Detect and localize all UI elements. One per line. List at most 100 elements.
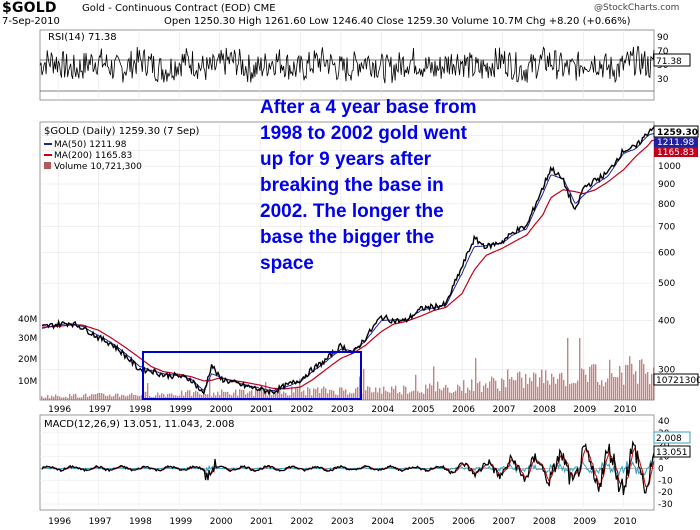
volume-tick-label: 40M bbox=[18, 315, 37, 325]
volume-bar bbox=[173, 395, 175, 400]
volume-bar bbox=[51, 395, 53, 400]
volume-bar bbox=[129, 394, 131, 400]
volume-bar bbox=[97, 393, 99, 400]
legend-ma50: MA(50) 1211.98 bbox=[54, 140, 127, 150]
volume-bar bbox=[425, 384, 427, 400]
volume-bar bbox=[617, 377, 619, 400]
volume-bar bbox=[587, 382, 589, 400]
volume-bar bbox=[93, 394, 95, 400]
volume-bar bbox=[621, 372, 623, 400]
volume-bar bbox=[261, 388, 263, 400]
volume-bar bbox=[187, 390, 189, 400]
macd-year-label: 2008 bbox=[533, 517, 556, 527]
volume-bar bbox=[299, 378, 301, 400]
year-tick-label: 1998 bbox=[129, 405, 152, 415]
volume-bar bbox=[171, 393, 173, 400]
rsi-panel: 30507090 RSI(14) 71.38 71.38 bbox=[39, 29, 691, 101]
volume-bar bbox=[263, 389, 265, 400]
year-tick-label: 2002 bbox=[291, 405, 314, 415]
volume-bar bbox=[531, 381, 533, 400]
volume-bar bbox=[87, 396, 89, 400]
volume-bar bbox=[631, 363, 633, 400]
price-tick-label: 1000 bbox=[658, 162, 681, 172]
volume-bar bbox=[411, 391, 413, 400]
volume-bar bbox=[43, 397, 45, 400]
volume-bar bbox=[451, 393, 453, 400]
volume-bar bbox=[327, 393, 329, 400]
macd-year-label: 2000 bbox=[210, 517, 233, 527]
volume-bar bbox=[317, 387, 319, 400]
volume-bar bbox=[49, 398, 51, 400]
macd-panel-frame bbox=[39, 414, 655, 511]
volume-bar bbox=[223, 391, 225, 400]
volume-bar bbox=[479, 381, 481, 400]
volume-bar bbox=[285, 392, 287, 400]
volume-bar bbox=[63, 397, 65, 400]
volume-bar bbox=[103, 393, 105, 400]
volume-bar bbox=[295, 387, 297, 400]
year-tick-label: 2000 bbox=[210, 405, 233, 415]
volume-bar bbox=[493, 378, 495, 400]
volume-bar bbox=[293, 392, 295, 400]
volume-bar bbox=[423, 393, 425, 400]
volume-bar bbox=[533, 372, 535, 400]
macd-hist-last-label: 2.008 bbox=[656, 434, 682, 444]
volume-bar bbox=[145, 391, 147, 400]
volume-bar bbox=[203, 390, 205, 400]
volume-bar bbox=[65, 396, 67, 400]
volume-bar bbox=[417, 391, 419, 400]
volume-bar bbox=[477, 383, 479, 400]
volume-bar bbox=[545, 370, 547, 400]
volume-bar bbox=[323, 386, 325, 400]
volume-bar bbox=[135, 394, 137, 400]
volume-bar bbox=[343, 390, 345, 400]
volume-bar bbox=[445, 384, 447, 400]
volume-bar bbox=[559, 373, 561, 400]
volume-bar bbox=[177, 395, 179, 400]
volume-bar bbox=[67, 397, 69, 400]
volume-bar bbox=[499, 391, 501, 400]
volume-bar bbox=[305, 395, 307, 400]
volume-bar bbox=[161, 393, 163, 400]
volume-bar bbox=[259, 388, 261, 400]
rsi-tick-label: 30 bbox=[657, 75, 669, 85]
volume-bar bbox=[629, 356, 631, 400]
volume-bar bbox=[225, 391, 227, 400]
volume-bar bbox=[603, 386, 605, 400]
macd-panel: -30-20-10010203040 199619971998199920002… bbox=[39, 414, 691, 527]
volume-bar bbox=[353, 393, 355, 400]
macd-year-label: 2009 bbox=[573, 517, 596, 527]
volume-bar bbox=[405, 386, 407, 400]
volume-bar bbox=[567, 338, 569, 400]
volume-bar bbox=[113, 395, 115, 400]
volume-bar bbox=[465, 392, 467, 400]
volume-bar bbox=[163, 393, 165, 400]
volume-bar bbox=[45, 397, 47, 400]
volume-bar bbox=[251, 390, 253, 400]
volume-bar bbox=[125, 396, 127, 400]
volume-bar bbox=[461, 390, 463, 400]
volume-bar bbox=[269, 388, 271, 400]
macd-last-label: 13.051 bbox=[656, 448, 688, 458]
volume-bar bbox=[409, 392, 411, 400]
volume-bar bbox=[395, 385, 397, 400]
price-tick-label: 700 bbox=[658, 222, 675, 232]
volume-bar bbox=[123, 395, 125, 400]
volume-bar bbox=[283, 391, 285, 400]
volume-bar bbox=[329, 389, 331, 400]
volume-bar bbox=[247, 392, 249, 400]
volume-bar bbox=[473, 391, 475, 400]
volume-bar bbox=[209, 378, 211, 400]
volume-bar bbox=[191, 395, 193, 400]
volume-bar bbox=[345, 389, 347, 400]
volume-bar bbox=[639, 360, 641, 400]
volume-bar bbox=[155, 395, 157, 400]
volume-bar bbox=[403, 385, 405, 400]
year-tick-label: 1997 bbox=[89, 405, 112, 415]
volume-bar bbox=[381, 393, 383, 400]
volume-bar bbox=[199, 394, 201, 400]
volume-bar bbox=[325, 388, 327, 400]
volume-bar bbox=[535, 373, 537, 400]
volume-bar bbox=[341, 387, 343, 400]
macd-year-label: 1998 bbox=[129, 517, 152, 527]
